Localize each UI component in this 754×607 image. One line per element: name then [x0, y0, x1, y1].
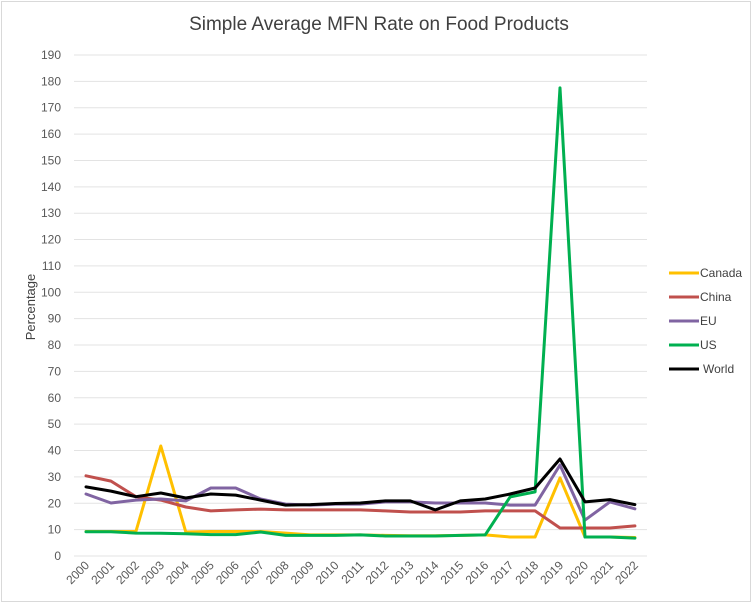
y-tick-label: 100 [41, 285, 61, 299]
y-tick-label: 110 [42, 259, 61, 273]
y-tick-label: 50 [48, 417, 62, 431]
x-tick-label: 2018 [512, 558, 541, 587]
x-tick-label: 2014 [413, 558, 442, 587]
x-tick-label: 2005 [188, 558, 217, 587]
y-tick-label: 120 [41, 233, 61, 247]
y-tick-label: 180 [41, 74, 61, 88]
x-tick-label: 2011 [338, 558, 366, 586]
y-tick-label: 60 [48, 391, 62, 405]
x-tick-label: 2019 [537, 558, 566, 587]
x-tick-label: 2021 [587, 558, 616, 587]
x-tick-label: 2000 [63, 558, 92, 587]
x-tick-label: 2002 [113, 558, 142, 587]
y-tick-label: 160 [41, 127, 61, 141]
x-tick-label: 2016 [463, 558, 492, 587]
legend-item-us: US [669, 338, 717, 352]
y-tick-label: 0 [54, 549, 61, 563]
legend-label: China [700, 290, 732, 304]
y-tick-label: 190 [41, 48, 61, 62]
legend-label: US [700, 338, 717, 352]
y-tick-label: 70 [48, 364, 62, 378]
series-lines [84, 86, 637, 540]
legend-label: World [703, 362, 734, 376]
legend-label: EU [700, 314, 717, 328]
chart-title: Simple Average MFN Rate on Food Products [189, 14, 569, 35]
x-tick-label: 2017 [487, 558, 516, 587]
series-line-china [84, 474, 637, 530]
x-tick-label: 2015 [438, 558, 467, 587]
legend-item-china: China [669, 290, 732, 304]
x-tick-label: 2010 [313, 558, 342, 587]
y-tick-label: 80 [48, 338, 62, 352]
x-tick-label: 2012 [363, 558, 392, 587]
x-tick-label: 2009 [288, 558, 317, 587]
x-tick-label: 2001 [88, 558, 117, 587]
y-tick-label: 130 [41, 206, 61, 220]
y-tick-label: 40 [48, 444, 62, 458]
y-tick-label: 30 [48, 470, 62, 484]
y-tick-label: 90 [48, 312, 62, 326]
x-tick-label: 2004 [163, 558, 192, 587]
legend-item-world: World [669, 362, 734, 376]
legend-item-eu: EU [669, 314, 717, 328]
x-axis-ticks: 2000200120022003200420052006200720082009… [63, 558, 641, 587]
x-tick-label: 2022 [612, 558, 641, 587]
series-line-world [84, 457, 637, 512]
y-tick-label: 10 [48, 523, 62, 537]
y-axis-ticks: 0 10 20 30 40 50 60 70 80 90 100 110 120 130 140 150 160… [41, 48, 61, 563]
x-tick-label: 2020 [562, 558, 591, 587]
y-axis-label: Percentage [23, 274, 38, 341]
y-tick-label: 170 [41, 101, 61, 115]
legend-label: Canada [700, 266, 742, 280]
x-tick-label: 2003 [138, 558, 167, 587]
x-tick-label: 2008 [263, 558, 292, 587]
legend-item-canada: Canada [669, 266, 742, 280]
legend: Canada China EU US World [669, 266, 742, 376]
series-line-us [84, 86, 637, 540]
y-tick-label: 150 [41, 153, 61, 167]
x-tick-label: 2006 [213, 558, 242, 587]
y-tick-label: 20 [48, 496, 62, 510]
x-tick-label: 2007 [238, 558, 267, 587]
y-tick-label: 140 [41, 180, 61, 194]
x-tick-label: 2013 [388, 558, 417, 587]
